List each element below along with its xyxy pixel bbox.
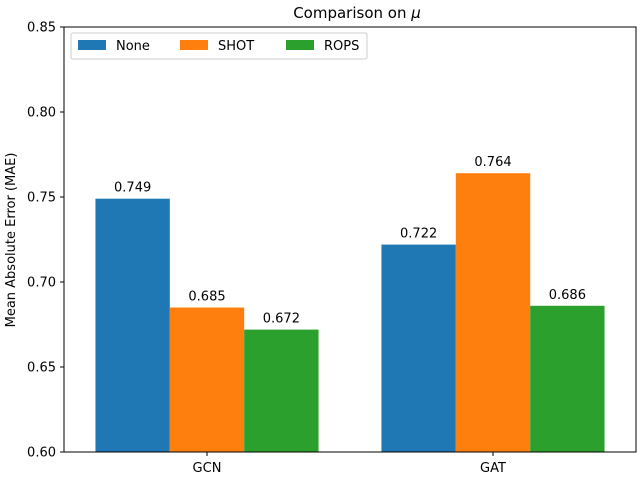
data-label: 0.749 (114, 181, 151, 196)
axes-frame (63, 26, 637, 453)
data-label: 0.722 (400, 227, 437, 242)
legend-box (70, 32, 368, 60)
bar-none-gcn (95, 198, 170, 452)
y-axis-title: Mean Absolute Error (MAE) (4, 153, 19, 328)
chart-title: Comparison on μ (293, 4, 421, 22)
data-label: 0.764 (474, 155, 511, 170)
legend-label: None (116, 39, 150, 54)
x-tick-label: GCN (193, 461, 222, 476)
legend-label: SHOT (218, 39, 254, 54)
bar-none-gat (381, 244, 456, 452)
y-tick-label: 0.60 (27, 446, 56, 461)
chart-title-symbol: μ (410, 4, 421, 22)
data-label: 0.685 (188, 290, 225, 305)
plot-area: 0.749 0.722 0.685 0.764 0.672 0.686 0.60 0.65 0.… (27, 21, 637, 476)
data-label: 0.672 (263, 312, 300, 327)
y-tick-label: 0.85 (27, 21, 56, 36)
legend-label: ROPS (324, 39, 359, 54)
chart-title-text: Comparison on (293, 4, 411, 22)
bar-rops-gcn (244, 329, 319, 452)
bar-rops-gat (530, 305, 605, 452)
legend-swatch-shot (180, 40, 208, 50)
y-tick-label: 0.70 (27, 276, 56, 291)
x-tick-label: GAT (480, 461, 506, 476)
bar-shot-gcn (169, 307, 245, 452)
legend-swatch-rops (286, 40, 314, 50)
legend-swatch-none (78, 40, 106, 50)
y-tick-label: 0.65 (27, 361, 56, 376)
data-label: 0.686 (549, 288, 586, 303)
y-tick-label: 0.75 (27, 191, 56, 206)
bar-shot-gat (455, 173, 531, 452)
y-tick-label: 0.80 (27, 106, 56, 121)
